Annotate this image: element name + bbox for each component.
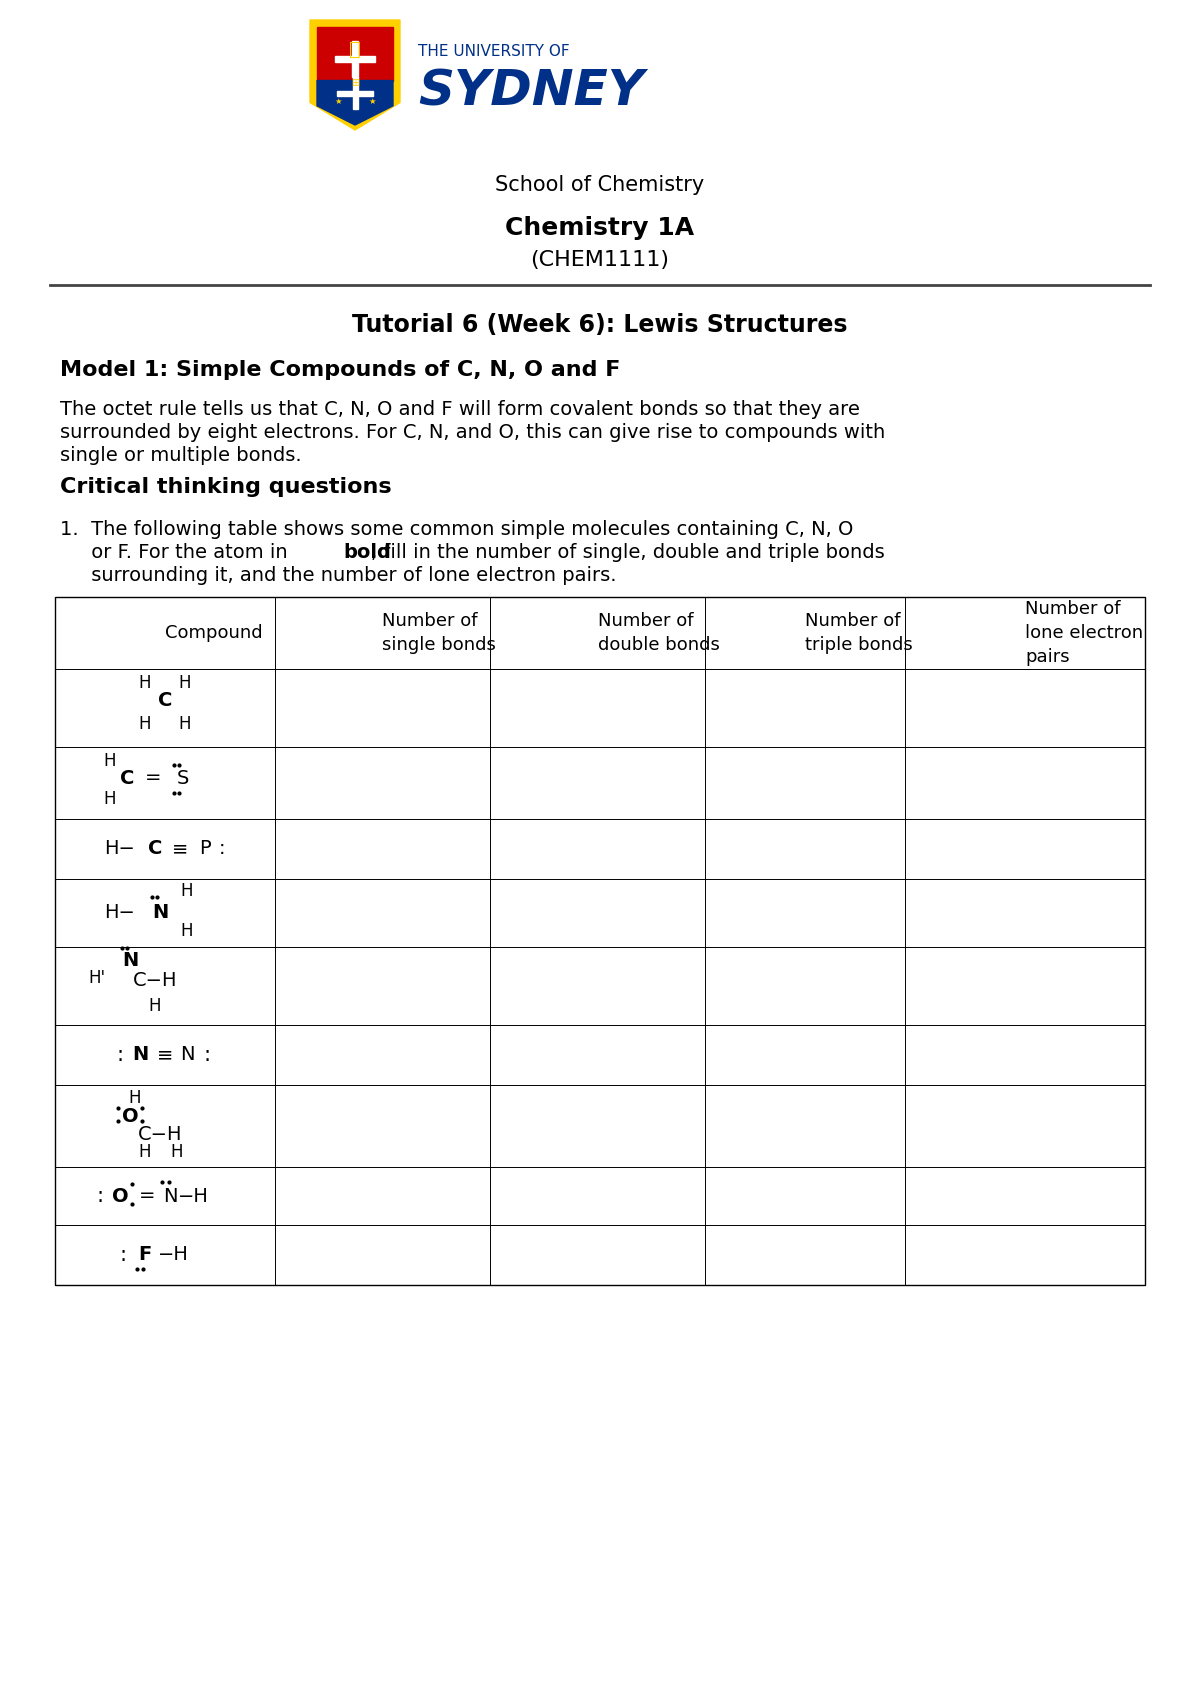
Text: , fill in the number of single, double and triple bonds: , fill in the number of single, double a… (371, 543, 884, 562)
Text: bold: bold (343, 543, 391, 562)
Bar (337, 90, 373, 95)
Text: H: H (139, 1144, 151, 1161)
Text: C: C (120, 769, 134, 787)
Text: H: H (181, 921, 193, 940)
Text: O: O (112, 1186, 128, 1205)
Text: N: N (132, 1045, 148, 1064)
Text: H: H (103, 791, 116, 808)
Text: 🦁: 🦁 (349, 39, 361, 58)
Text: Critical thinking questions: Critical thinking questions (60, 477, 391, 497)
Text: THE UNIVERSITY OF: THE UNIVERSITY OF (418, 44, 570, 59)
Text: :: : (204, 1045, 210, 1066)
Text: :: : (120, 1246, 126, 1264)
Text: :: : (116, 1045, 124, 1066)
Text: Model 1: Simple Compounds of C, N, O and F: Model 1: Simple Compounds of C, N, O and… (60, 360, 620, 380)
Text: surrounded by eight electrons. For C, N, and O, this can give rise to compounds : surrounded by eight electrons. For C, N,… (60, 423, 886, 441)
Text: surrounding it, and the number of lone electron pairs.: surrounding it, and the number of lone e… (60, 567, 617, 585)
Text: ≡: ≡ (157, 1045, 173, 1064)
Text: =: = (145, 769, 161, 787)
Text: single or multiple bonds.: single or multiple bonds. (60, 446, 301, 465)
Text: Number of
double bonds: Number of double bonds (598, 613, 719, 653)
Text: H: H (179, 714, 191, 733)
Bar (335, 56, 374, 61)
Text: H: H (139, 674, 151, 692)
Text: ⊞: ⊞ (350, 78, 359, 88)
Text: H−: H− (104, 903, 136, 923)
Text: Number of
triple bonds: Number of triple bonds (805, 613, 913, 653)
Text: H: H (181, 882, 193, 899)
Text: The octet rule tells us that C, N, O and F will form covalent bonds so that they: The octet rule tells us that C, N, O and… (60, 400, 860, 419)
Text: :: : (96, 1186, 103, 1207)
Text: C: C (148, 840, 162, 859)
Text: Number of
lone electron
pairs: Number of lone electron pairs (1025, 601, 1144, 665)
Text: H: H (170, 1144, 184, 1161)
Text: H: H (179, 674, 191, 692)
Polygon shape (317, 80, 394, 126)
Text: −H: −H (157, 1246, 188, 1264)
Text: F: F (138, 1246, 151, 1264)
Text: ★: ★ (335, 97, 342, 105)
Text: N: N (163, 1186, 178, 1205)
Text: ≡: ≡ (172, 840, 188, 859)
Text: −H: −H (178, 1186, 209, 1205)
Text: (CHEM1111): (CHEM1111) (530, 249, 670, 270)
Text: H: H (139, 714, 151, 733)
Text: Tutorial 6 (Week 6): Lewis Structures: Tutorial 6 (Week 6): Lewis Structures (353, 312, 847, 338)
Text: Number of
single bonds: Number of single bonds (383, 613, 497, 653)
Text: N: N (180, 1045, 194, 1064)
Text: N: N (122, 952, 138, 971)
Text: S: S (176, 769, 190, 787)
Polygon shape (310, 20, 400, 131)
Text: H−: H− (104, 840, 136, 859)
Text: School of Chemistry: School of Chemistry (496, 175, 704, 195)
Text: N: N (152, 903, 168, 923)
Bar (55, 597, 1145, 1285)
Text: H: H (149, 998, 161, 1015)
Text: Compound: Compound (166, 624, 263, 641)
Text: C: C (158, 691, 172, 709)
Text: O: O (121, 1106, 138, 1125)
Text: H': H' (89, 969, 106, 988)
Text: Chemistry 1A: Chemistry 1A (505, 216, 695, 239)
Bar (352, 41, 358, 76)
Text: =: = (139, 1186, 155, 1205)
Text: ★: ★ (368, 97, 376, 105)
Text: P: P (199, 840, 211, 859)
Text: C−H: C−H (138, 1125, 182, 1144)
Text: 1.  The following table shows some common simple molecules containing C, N, O: 1. The following table shows some common… (60, 519, 853, 540)
Text: SYDNEY: SYDNEY (418, 68, 644, 115)
Text: or F. For the atom in: or F. For the atom in (60, 543, 294, 562)
Polygon shape (317, 27, 394, 80)
Text: :: : (218, 840, 226, 859)
Bar (353, 76, 358, 109)
Text: H: H (128, 1089, 142, 1106)
Text: H: H (103, 752, 116, 770)
Text: C−H: C−H (133, 971, 178, 991)
